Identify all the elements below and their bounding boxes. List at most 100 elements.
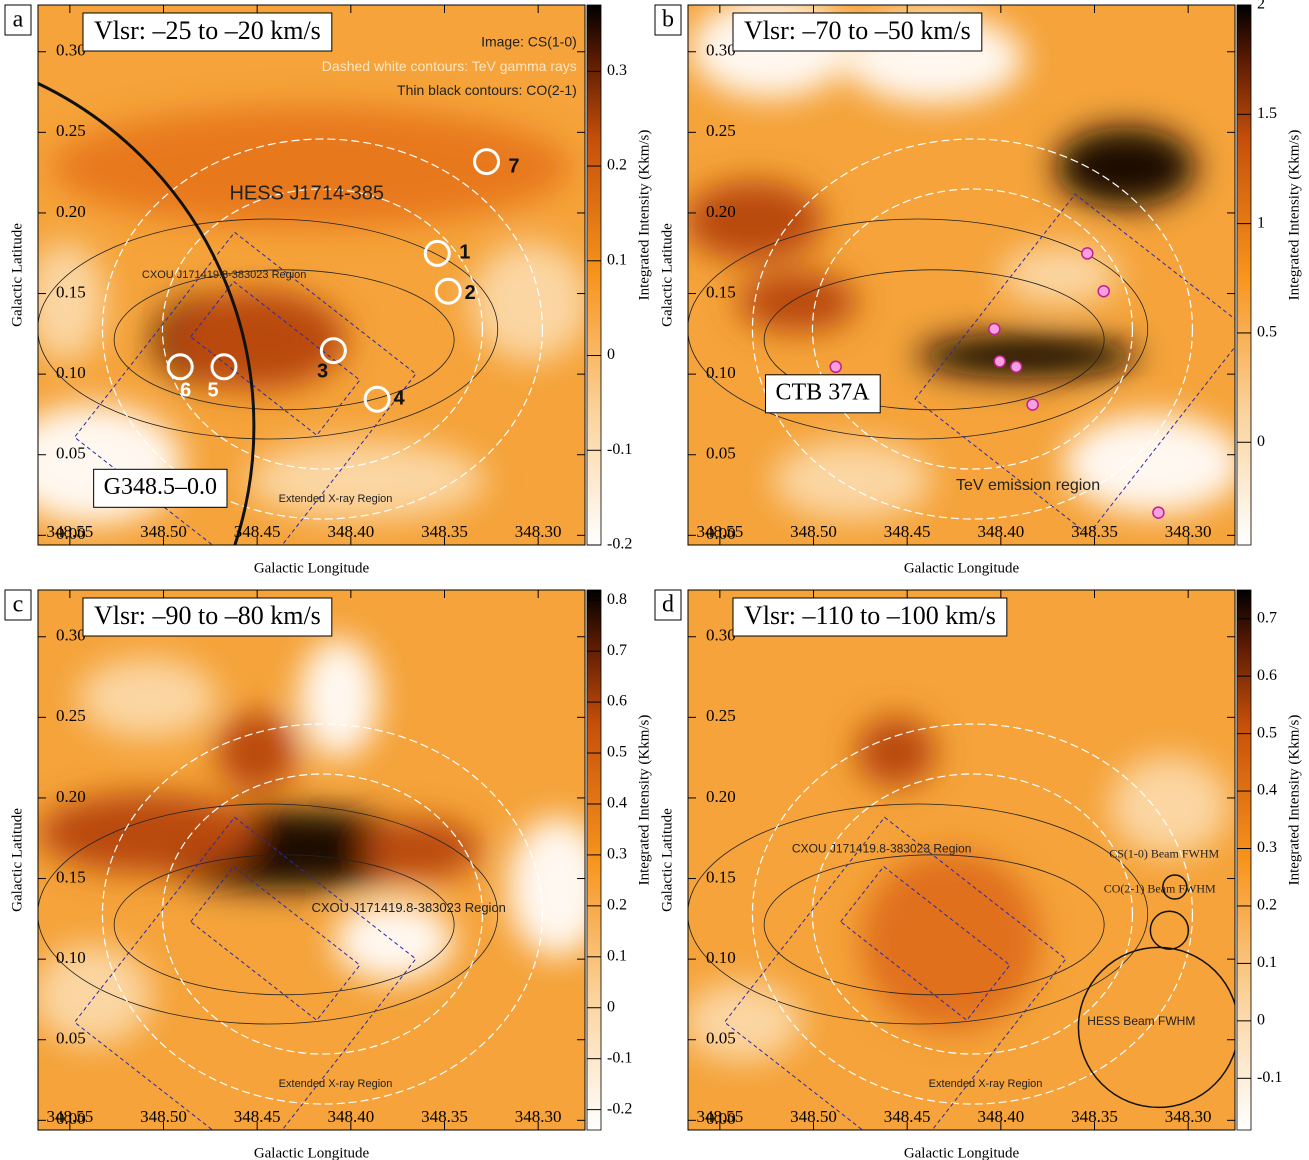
y-tick-label: 0.00	[706, 1109, 736, 1128]
annotation: G348.5–0.0	[104, 474, 217, 500]
colorbar-title: Integrated Intensity (Kkm/s)	[1286, 130, 1302, 301]
x-axis-title: Galactic Longitude	[904, 560, 1020, 576]
colorbar-tick-label: 0.7	[1257, 609, 1277, 626]
colorbar-tick-label: 0.1	[607, 251, 627, 268]
colorbar-tick-label: 0.4	[607, 795, 627, 812]
y-tick-label: 0.15	[56, 867, 86, 886]
colorbar-tick-label: -0.1	[1257, 1069, 1282, 1086]
y-tick-label: 0.10	[56, 948, 86, 967]
colorbar	[587, 5, 601, 545]
colorbar-tick-label: -0.2	[607, 536, 632, 553]
colorbar-tick-label: 0	[1257, 1012, 1265, 1029]
x-tick-label: 348.30	[515, 1107, 562, 1126]
colorbar-tick-label: 0.2	[607, 157, 627, 174]
colorbar-tick-label: 0.2	[1257, 897, 1277, 914]
x-tick-label: 348.30	[1165, 522, 1212, 541]
colorbar-tick-label: 0.7	[607, 642, 627, 659]
panel-title: Vlsr: –25 to –20 km/s	[94, 16, 321, 45]
annotation: CXOU J171419.8-383023 Region	[312, 900, 506, 915]
colorbar-tick-label: 0	[607, 346, 615, 363]
colorbar-tick-label: 0	[1257, 433, 1265, 450]
x-tick-label: 348.35	[421, 522, 468, 541]
intensity-blob	[246, 440, 486, 520]
colorbar-tick-label: 0.5	[1257, 324, 1277, 341]
y-tick-label: 0.15	[706, 282, 736, 301]
annotation: Extended X-ray Region	[929, 1078, 1043, 1090]
y-tick-label: 0.20	[56, 787, 86, 806]
colorbar-tick-label: 0.2	[607, 897, 627, 914]
colorbar-tick-label: 0.3	[1257, 839, 1277, 856]
source-marker	[1027, 399, 1038, 410]
y-tick-label: 0.15	[706, 867, 736, 886]
colorbar-title: Integrated Intensity (Kkm/s)	[1286, 715, 1302, 886]
y-axis-title: Galactic Latitude	[9, 223, 25, 327]
y-tick-label: 0.05	[56, 444, 86, 463]
x-tick-label: 348.35	[1071, 522, 1118, 541]
y-axis-title: Galactic Latitude	[9, 808, 25, 912]
x-tick-label: 348.45	[884, 522, 931, 541]
colorbar-tick-label: 0.3	[607, 846, 627, 863]
colorbar	[1237, 590, 1251, 1130]
map-panel	[33, 590, 608, 1160]
source-marker	[989, 324, 1000, 335]
annotation: CS(1-0) Beam FWHM	[1109, 846, 1219, 860]
y-tick-label: 0.00	[56, 1109, 86, 1128]
colorbar-tick-label: 1	[1257, 214, 1265, 231]
y-tick-label: 0.10	[56, 363, 86, 382]
intensity-blob	[737, 272, 857, 332]
intensity-blob	[25, 242, 105, 362]
panel-letter: b	[662, 7, 674, 33]
annotation: CTB 37A	[776, 379, 871, 405]
y-tick-label: 0.30	[56, 41, 86, 60]
annotation: TeV emission region	[956, 477, 1100, 494]
intensity-blob	[684, 181, 824, 261]
intensity-blob	[217, 712, 297, 792]
y-tick-label: 0.30	[56, 626, 86, 645]
annotation: 2	[465, 282, 476, 304]
annotation: 1	[459, 242, 470, 264]
source-marker	[1153, 507, 1164, 518]
annotation: CO(2-1) Beam FWHM	[1104, 881, 1216, 895]
intensity-blob	[683, 982, 803, 1062]
x-tick-label: 348.30	[1165, 1107, 1212, 1126]
y-tick-label: 0.10	[706, 363, 736, 382]
source-marker	[1082, 248, 1093, 259]
x-axis-title: Galactic Longitude	[904, 1145, 1020, 1160]
y-tick-label: 0.25	[706, 121, 736, 140]
colorbar-tick-label: 0.5	[607, 744, 627, 761]
panel-title: Vlsr: –90 to –80 km/s	[94, 601, 321, 630]
annotation: HESS Beam FWHM	[1087, 1014, 1195, 1028]
figure: 348.55348.50348.45348.40348.35348.300.00…	[0, 0, 1309, 1160]
colorbar-tick-label: 0.6	[607, 693, 627, 710]
annotation: Dashed white contours: TeV gamma rays	[322, 58, 577, 74]
y-tick-label: 0.00	[706, 524, 736, 543]
y-tick-label: 0.20	[706, 787, 736, 806]
map-panel	[684, 0, 1249, 545]
intensity-blob	[1063, 414, 1243, 514]
y-tick-label: 0.05	[56, 1029, 86, 1048]
source-marker	[1098, 286, 1109, 297]
intensity-blob	[470, 242, 590, 362]
annotation: Image: CS(1-0)	[481, 34, 577, 50]
annotation: Thin black contours: CO(2-1)	[397, 82, 577, 98]
colorbar-tick-label: -0.1	[607, 441, 632, 458]
y-tick-label: 0.15	[56, 282, 86, 301]
colorbar-tick-label: 0.6	[1257, 667, 1277, 684]
intensity-blob	[856, 717, 936, 787]
colorbar-tick-label: -0.2	[607, 1100, 632, 1117]
y-axis-title: Galactic Latitude	[659, 223, 675, 327]
annotation: 4	[394, 387, 406, 409]
y-tick-label: 0.05	[706, 1029, 736, 1048]
x-tick-label: 348.40	[327, 522, 374, 541]
colorbar-tick-label: 0.5	[1257, 724, 1277, 741]
x-tick-label: 348.50	[790, 522, 837, 541]
colorbar	[1237, 5, 1251, 545]
x-tick-label: 348.45	[234, 522, 281, 541]
panel-title: Vlsr: –70 to –50 km/s	[744, 16, 971, 45]
colorbar-title: Integrated Intensity (Kkm/s)	[636, 130, 652, 301]
x-tick-label: 348.45	[234, 1107, 281, 1126]
map-panel	[683, 590, 1239, 1160]
intensity-blob	[361, 819, 481, 879]
colorbar-title: Integrated Intensity (Kkm/s)	[636, 715, 652, 886]
y-tick-label: 0.10	[706, 948, 736, 967]
